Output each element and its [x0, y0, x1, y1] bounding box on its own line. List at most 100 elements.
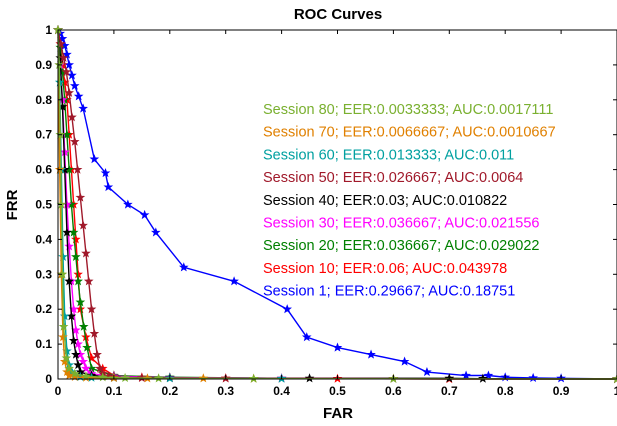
series-point: [71, 234, 81, 244]
y-tick-label: 0.2: [35, 302, 52, 316]
x-tick-label: 0.9: [553, 384, 570, 398]
series-point: [69, 136, 80, 146]
series-point: [461, 370, 471, 380]
y-tick-label: 0.1: [35, 337, 52, 351]
chart-title: ROC Curves: [294, 6, 382, 23]
series-point: [75, 297, 86, 307]
series-point: [282, 304, 292, 314]
series-point: [399, 356, 410, 366]
legend-entry: Session 30; EER:0.036667; AUC:0.021556: [263, 216, 540, 232]
series-point: [95, 363, 105, 373]
x-tick-label: 0: [55, 384, 62, 398]
series-point: [72, 164, 83, 174]
series-point: [248, 373, 259, 383]
y-tick-label: 0.5: [35, 198, 52, 212]
x-tick-label: 1: [614, 384, 617, 398]
legend-entry: Session 20; EER:0.036667; AUC:0.029022: [263, 238, 540, 254]
legend-entry: Session 40; EER:0.03; AUC:0.010822: [263, 193, 507, 209]
series-point: [64, 363, 74, 373]
series-point: [483, 370, 494, 380]
legend-entry: Session 70; EER:0.0066667; AUC:0.0010667: [263, 125, 556, 141]
x-tick-label: 0.7: [441, 384, 458, 398]
ticks-layer: 0 0.1 0.2 0.3 0.4 0.5 0.6 0.7 0.8 0.9 1 0 0.1 0.2 0.3 0…: [35, 23, 617, 398]
series-point: [71, 251, 81, 261]
series-point: [92, 349, 102, 359]
x-tick-label: 0.5: [329, 384, 346, 398]
series-point: [332, 342, 343, 352]
series-point: [81, 371, 91, 381]
x-axis-label: FAR: [323, 405, 353, 422]
series-point: [78, 321, 89, 331]
series-point: [71, 349, 81, 359]
series-point: [86, 304, 97, 314]
series-point: [78, 103, 88, 113]
series-point: [58, 321, 69, 331]
legend-entry: Session 10; EER:0.06; AUC:0.043978: [263, 261, 507, 277]
y-tick-label: 0: [45, 372, 52, 386]
legend-entry: Session 60; EER:0.013333; AUC:0.011: [263, 147, 514, 163]
x-tick-label: 0.1: [106, 384, 123, 398]
series-point: [78, 220, 88, 230]
x-tick-label: 0.2: [161, 384, 178, 398]
series-point: [61, 353, 72, 363]
series-point: [64, 370, 74, 380]
series-point: [64, 276, 74, 286]
legend: Session 80; EER:0.0033333; AUC:0.0017111…: [263, 102, 556, 300]
series-point: [58, 332, 68, 342]
y-tick-label: 0.4: [35, 232, 52, 246]
series-point: [64, 87, 74, 97]
series-point: [151, 227, 161, 237]
series-point: [82, 342, 92, 352]
series-point: [68, 335, 79, 345]
series-point: [75, 192, 86, 202]
series-point: [67, 70, 77, 80]
series-point: [67, 112, 77, 122]
y-tick-label: 0.6: [35, 163, 52, 177]
series-point: [178, 262, 189, 272]
series-point: [120, 372, 130, 383]
series-session-1: [53, 24, 617, 384]
series-point: [58, 52, 69, 63]
legend-entry: Session 80; EER:0.0033333; AUC:0.0017111: [263, 102, 553, 118]
series-point: [73, 359, 83, 370]
series-point: [69, 368, 80, 378]
series-point: [81, 363, 91, 373]
x-tick-label: 0.8: [497, 384, 514, 398]
x-tick-label: 0.6: [385, 384, 402, 398]
series-point: [139, 209, 150, 220]
x-tick-label: 0.4: [273, 384, 290, 398]
y-tick-label: 1: [45, 23, 52, 37]
series-point: [366, 349, 376, 359]
y-tick-label: 0.3: [35, 267, 52, 281]
series-point: [69, 80, 80, 90]
legend-entry: Session 1; EER:0.29667; AUC:0.18751: [263, 284, 515, 300]
series-point: [83, 276, 94, 286]
series-point: [73, 91, 84, 101]
series-point: [103, 181, 114, 192]
series-point: [422, 366, 432, 377]
series-point: [229, 276, 239, 286]
series-point: [61, 66, 72, 76]
x-tick-label: 0.3: [217, 384, 234, 398]
y-tick-label: 0.7: [35, 128, 52, 142]
series-point: [528, 372, 538, 383]
series-point: [62, 227, 72, 237]
y-axis-label: FRR: [4, 189, 21, 220]
series-point: [89, 154, 100, 164]
series-point: [301, 332, 312, 342]
series-point: [59, 311, 70, 321]
legend-entry: Session 50; EER:0.026667; AUC:0.0064: [263, 170, 523, 186]
series-point: [62, 49, 72, 59]
series-point: [100, 168, 111, 178]
series-point: [81, 248, 91, 258]
y-tick-label: 0.9: [35, 58, 52, 72]
series-point: [58, 251, 68, 261]
series-point: [57, 269, 68, 279]
series-point: [89, 328, 100, 338]
series-point: [64, 241, 74, 251]
series-point: [78, 356, 88, 366]
series-point: [123, 199, 133, 209]
